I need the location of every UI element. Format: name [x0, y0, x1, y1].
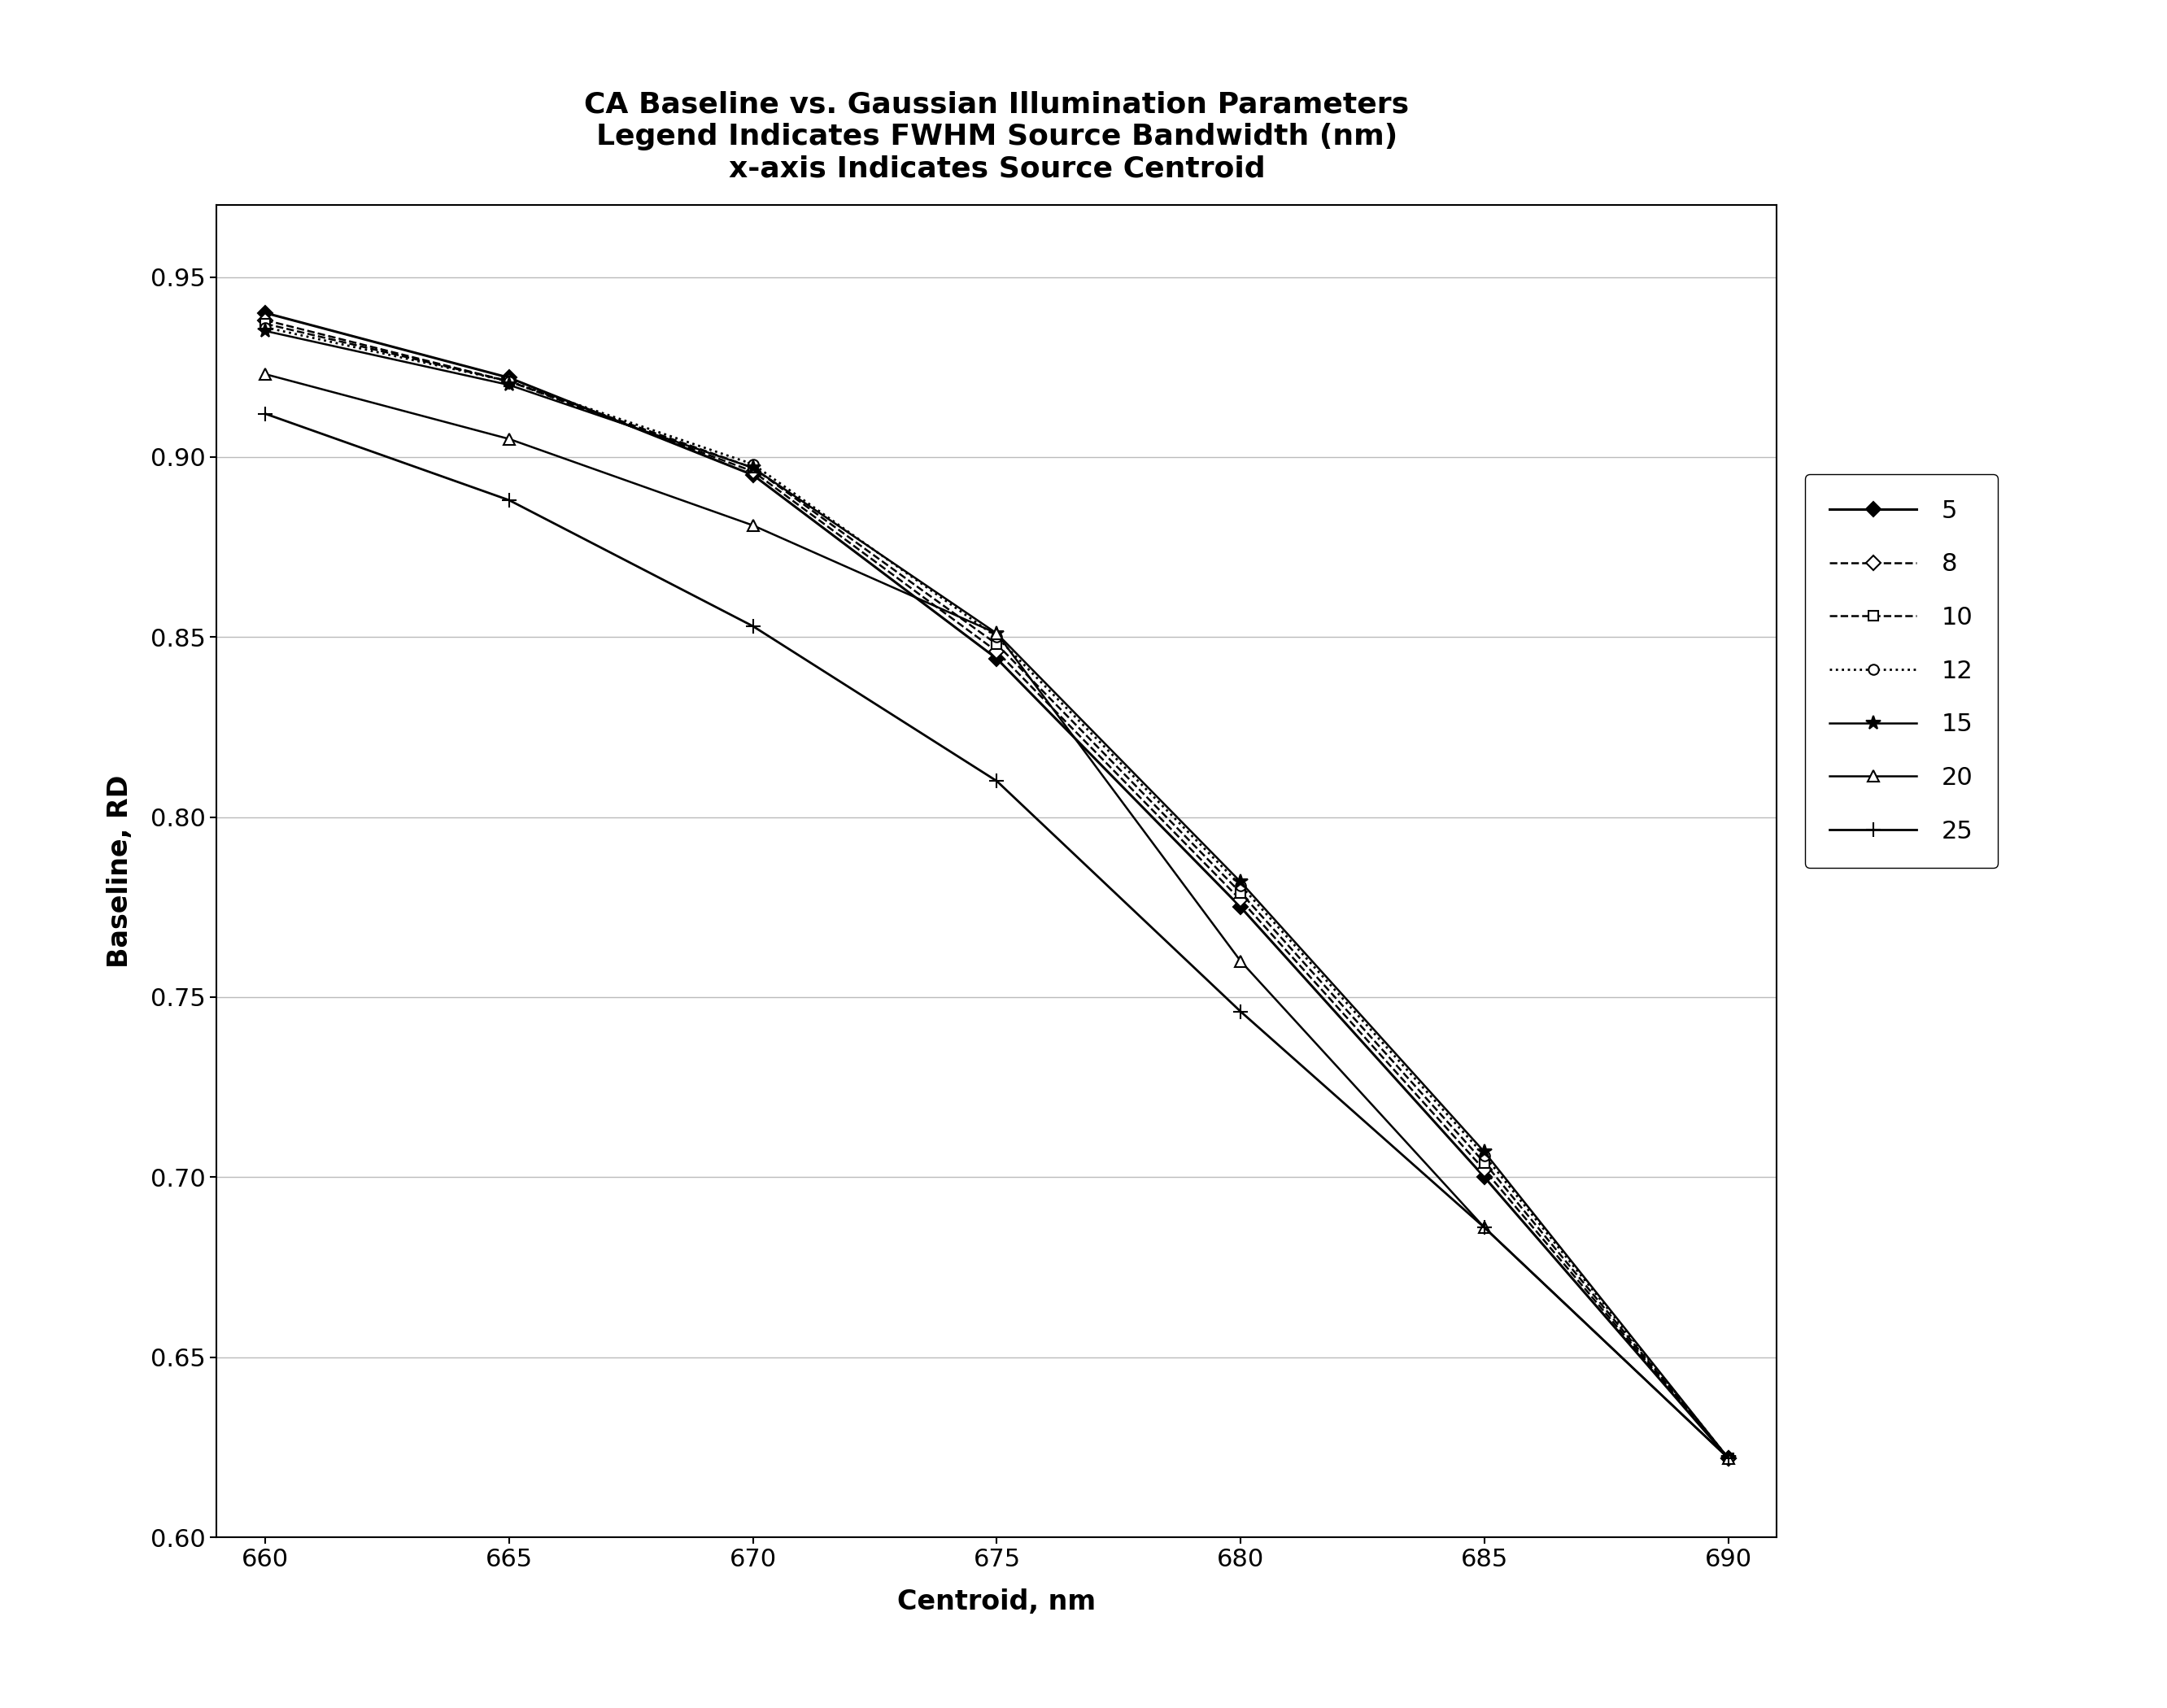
- 12: [984, 627, 1010, 647]
- 8: [739, 461, 765, 482]
- 25: [739, 617, 765, 637]
- 15: [984, 623, 1010, 644]
- 8: [1227, 890, 1253, 910]
- 8: [496, 371, 522, 391]
- 10: [984, 634, 1010, 654]
- Line: 5: 5: [260, 307, 1734, 1464]
- Line: 8: 8: [260, 314, 1734, 1464]
- 12: [1716, 1448, 1742, 1469]
- Line: 15: 15: [258, 323, 1736, 1465]
- 25: [984, 770, 1010, 791]
- 20: [254, 364, 280, 384]
- 12: [496, 371, 522, 391]
- Y-axis label: Baseline, RD: Baseline, RD: [106, 774, 134, 968]
- 20: [1716, 1448, 1742, 1469]
- 12: [254, 318, 280, 338]
- 10: [1471, 1153, 1497, 1173]
- 10: [1227, 883, 1253, 904]
- 5: [1716, 1448, 1742, 1469]
- 15: [254, 321, 280, 342]
- 12: [1471, 1146, 1497, 1167]
- Line: 12: 12: [260, 323, 1734, 1464]
- 8: [1716, 1448, 1742, 1469]
- Line: 25: 25: [258, 407, 1736, 1465]
- 25: [496, 490, 522, 511]
- 20: [984, 623, 1010, 644]
- 5: [496, 367, 522, 388]
- 25: [254, 403, 280, 424]
- 5: [1227, 897, 1253, 917]
- 20: [1227, 951, 1253, 972]
- 5: [254, 302, 280, 323]
- 20: [739, 516, 765, 536]
- Line: 10: 10: [260, 319, 1734, 1464]
- 8: [984, 640, 1010, 661]
- 15: [1227, 871, 1253, 892]
- Title: CA Baseline vs. Gaussian Illumination Parameters
Legend Indicates FWHM Source Ba: CA Baseline vs. Gaussian Illumination Pa…: [585, 91, 1409, 183]
- 25: [1471, 1218, 1497, 1238]
- 12: [739, 454, 765, 475]
- 5: [1471, 1167, 1497, 1187]
- 5: [984, 649, 1010, 670]
- 20: [1471, 1218, 1497, 1238]
- 20: [496, 429, 522, 449]
- 15: [1471, 1141, 1497, 1161]
- 8: [1471, 1160, 1497, 1180]
- Legend: 5, 8, 10, 12, 15, 20, 25: 5, 8, 10, 12, 15, 20, 25: [1805, 475, 1998, 868]
- 15: [1716, 1448, 1742, 1469]
- 10: [496, 371, 522, 391]
- 8: [254, 309, 280, 330]
- 25: [1227, 1001, 1253, 1021]
- 10: [1716, 1448, 1742, 1469]
- 12: [1227, 874, 1253, 895]
- Line: 20: 20: [260, 369, 1734, 1464]
- 25: [1716, 1448, 1742, 1469]
- 10: [739, 458, 765, 478]
- 10: [254, 314, 280, 335]
- 5: [739, 465, 765, 485]
- X-axis label: Centroid, nm: Centroid, nm: [897, 1588, 1097, 1616]
- 15: [496, 374, 522, 395]
- 15: [739, 458, 765, 478]
